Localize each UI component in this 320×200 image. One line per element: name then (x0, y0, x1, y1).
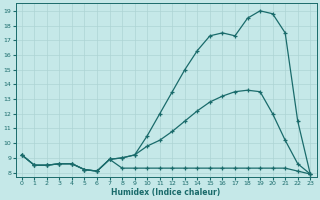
X-axis label: Humidex (Indice chaleur): Humidex (Indice chaleur) (111, 188, 221, 197)
